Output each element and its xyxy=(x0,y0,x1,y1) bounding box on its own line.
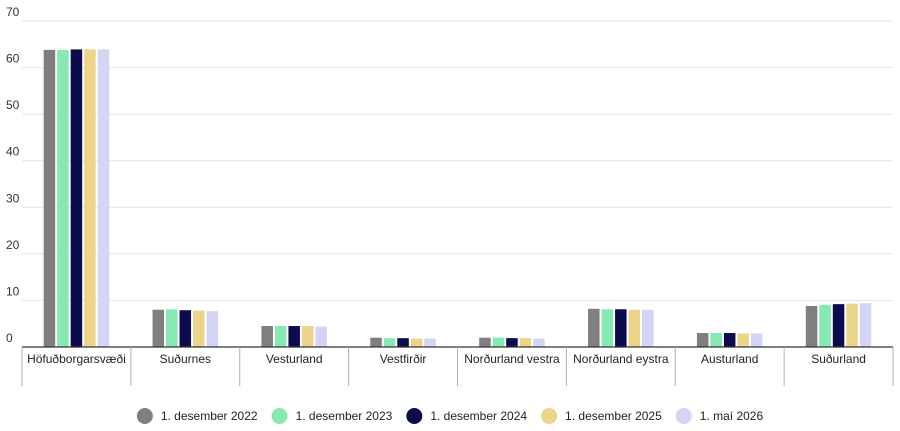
y-tick-label: 10 xyxy=(6,284,20,298)
bar-5-series-4[interactable] xyxy=(519,338,532,347)
bar-7-series-5[interactable] xyxy=(750,333,763,347)
bar-1-series-4[interactable] xyxy=(84,49,96,347)
legend-label: 1. desember 2022 xyxy=(161,409,258,423)
bar-8-series-4[interactable] xyxy=(846,303,858,347)
bar-6-series-4[interactable] xyxy=(628,309,641,347)
bar-4-series-4[interactable] xyxy=(410,338,423,347)
legend-item-2[interactable]: 1. desember 2023 xyxy=(271,408,393,424)
bar-6-series-5[interactable] xyxy=(642,309,654,347)
bar-1-series-3[interactable] xyxy=(70,49,83,347)
x-tick-label: Norðurland vestra xyxy=(464,352,560,366)
x-axis-labels: Höfuðborgarsvæði Suðurnes Vesturland Vestfi… xyxy=(27,352,866,366)
legend-label: 1. desember 2024 xyxy=(430,409,527,423)
bar-7-series-2[interactable] xyxy=(710,333,722,347)
bar-5-series-1[interactable] xyxy=(479,337,491,347)
bar-3-series-3[interactable] xyxy=(288,326,300,347)
y-tick-label: 0 xyxy=(6,331,13,345)
bar-2-series-4[interactable] xyxy=(193,310,205,347)
bar-2-series-5[interactable] xyxy=(206,311,219,347)
bar-7-series-3[interactable] xyxy=(723,333,736,347)
bar-3-series-4[interactable] xyxy=(301,326,314,347)
x-tick-label: Suðurnes xyxy=(160,352,211,366)
bar-6-series-3[interactable] xyxy=(615,309,627,347)
bar-5-series-5[interactable] xyxy=(533,338,545,347)
x-tick-label: Suðurland xyxy=(811,352,866,366)
y-axis-ticks: 0 10 20 30 40 50 60 70 xyxy=(6,5,20,345)
y-tick-label: 20 xyxy=(6,238,20,252)
legend-item-1[interactable]: 1. desember 2022 xyxy=(136,408,258,424)
bar-8-series-5[interactable] xyxy=(859,303,872,347)
bar-3-series-2[interactable] xyxy=(274,326,287,347)
y-tick-label: 30 xyxy=(6,191,20,205)
legend-swatch xyxy=(406,408,423,424)
legend-swatch xyxy=(136,408,153,424)
bar-1-series-1[interactable] xyxy=(43,49,56,348)
x-axis xyxy=(21,346,894,386)
bar-5-series-3[interactable] xyxy=(506,338,518,347)
y-tick-label: 70 xyxy=(6,5,20,19)
bar-3-series-5[interactable] xyxy=(315,326,327,347)
legend-swatch xyxy=(541,408,558,424)
bar-4-series-3[interactable] xyxy=(397,338,409,347)
bars xyxy=(43,49,872,348)
legend-item-5[interactable]: 1. maí 2026 xyxy=(675,408,764,424)
x-tick-label: Vestfirðir xyxy=(380,352,427,366)
bar-2-series-2[interactable] xyxy=(166,309,178,347)
x-tick-label: Vesturland xyxy=(266,352,323,366)
legend[interactable]: 1. desember 2022 1. desember 2023 1. desem… xyxy=(136,408,764,424)
bar-8-series-1[interactable] xyxy=(805,306,818,347)
bar-6-series-1[interactable] xyxy=(588,308,600,347)
legend-swatch xyxy=(271,408,288,424)
legend-item-3[interactable]: 1. desember 2024 xyxy=(406,408,527,424)
legend-swatch xyxy=(675,408,692,424)
legend-label: 1. desember 2023 xyxy=(296,409,393,423)
bar-4-series-2[interactable] xyxy=(383,338,396,347)
bar-8-series-3[interactable] xyxy=(832,304,845,347)
x-tick-label: Austurland xyxy=(701,352,758,366)
gridlines xyxy=(22,20,893,301)
legend-item-4[interactable]: 1. desember 2025 xyxy=(541,408,662,424)
legend-label: 1. maí 2026 xyxy=(700,409,764,423)
bar-6-series-2[interactable] xyxy=(601,309,614,347)
bar-2-series-3[interactable] xyxy=(179,310,192,347)
x-tick-label: Höfuðborgarsvæði xyxy=(27,352,126,366)
bar-1-series-2[interactable] xyxy=(57,49,69,348)
bar-4-series-5[interactable] xyxy=(424,338,436,347)
bar-2-series-1[interactable] xyxy=(152,309,165,347)
y-tick-label: 40 xyxy=(6,145,20,159)
y-tick-label: 60 xyxy=(6,52,20,66)
bar-7-series-4[interactable] xyxy=(737,333,749,347)
bar-8-series-2[interactable] xyxy=(819,305,831,347)
bar-4-series-1[interactable] xyxy=(370,337,382,347)
bar-3-series-1[interactable] xyxy=(261,326,273,347)
bar-5-series-2[interactable] xyxy=(492,337,505,347)
y-tick-label: 50 xyxy=(6,98,20,112)
x-tick-label: Norðurland eystra xyxy=(573,352,669,366)
bar-1-series-5[interactable] xyxy=(97,49,110,347)
legend-label: 1. desember 2025 xyxy=(565,409,662,423)
bar-7-series-1[interactable] xyxy=(696,333,709,347)
